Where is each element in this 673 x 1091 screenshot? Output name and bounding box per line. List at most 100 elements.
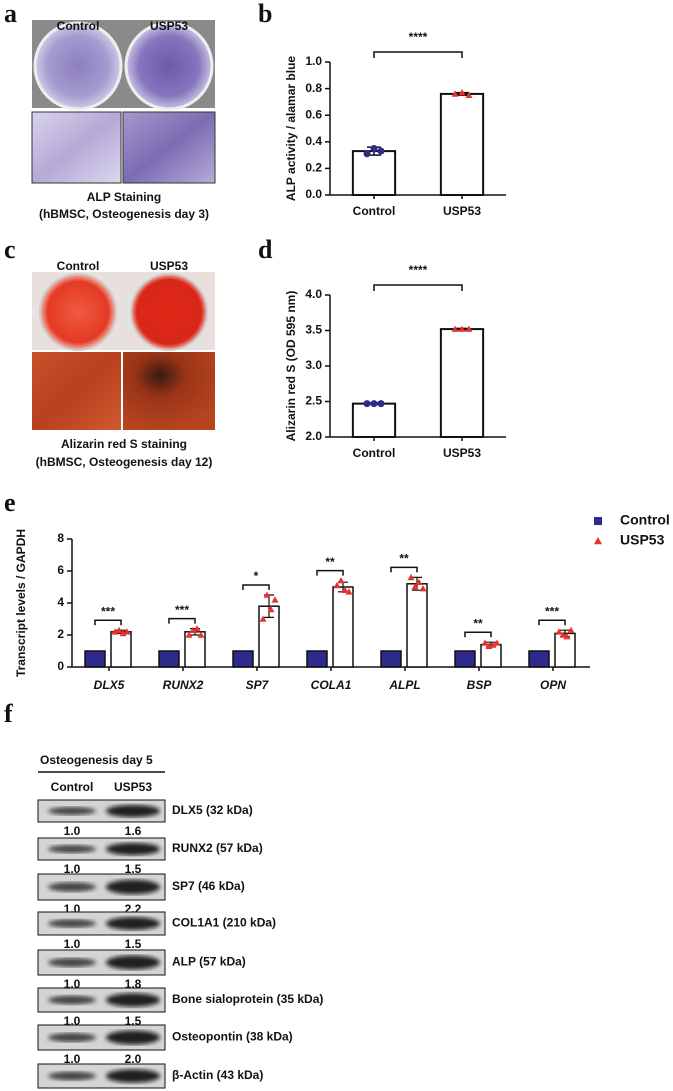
y-tick-label: 0 <box>57 659 64 673</box>
blot-title: Osteogenesis day 5 <box>40 753 153 767</box>
data-point <box>345 588 353 595</box>
data-point <box>370 144 378 152</box>
data-point <box>411 583 419 590</box>
band <box>48 919 96 928</box>
y-tick-label: 0.4 <box>305 134 322 148</box>
column-label: USP53 <box>150 259 188 273</box>
data-point <box>485 642 493 649</box>
ratio-label: 1.5 <box>125 937 142 951</box>
micrograph <box>122 111 216 184</box>
bar <box>380 650 402 668</box>
column-label: Control <box>57 259 100 273</box>
y-tick-label: 4.0 <box>305 287 322 301</box>
y-axis-title: Alizarin red S (OD 595 nm) <box>284 291 298 442</box>
band <box>48 882 96 892</box>
data-point <box>489 641 497 648</box>
panel-letter: f <box>4 699 13 728</box>
blot-label: Osteopontin (38 kDa) <box>172 1030 293 1044</box>
band <box>106 842 160 856</box>
blot-label: ALP (57 kDa) <box>172 955 246 969</box>
blot-label: β-Actin (43 kDa) <box>172 1068 263 1082</box>
data-point <box>451 90 459 97</box>
y-tick-label: 2 <box>57 627 64 641</box>
significance-bracket <box>373 284 463 291</box>
column-label: USP53 <box>150 19 188 33</box>
significance-label: ** <box>325 555 335 569</box>
data-point <box>189 626 197 633</box>
panel-letter: e <box>4 488 16 517</box>
significance-bracket <box>538 619 566 626</box>
caption: Alizarin red S staining <box>61 437 187 451</box>
ratio-label: 1.5 <box>125 862 142 876</box>
data-point <box>458 89 466 96</box>
significance-bracket <box>242 584 270 590</box>
y-tick-label: 2.5 <box>305 394 322 408</box>
well <box>33 21 123 111</box>
significance-label: **** <box>409 30 428 44</box>
band <box>48 958 96 967</box>
blot-label: DLX5 (32 kDa) <box>172 803 253 817</box>
band <box>48 845 96 853</box>
legend-label: USP53 <box>620 532 665 548</box>
bar <box>439 92 485 196</box>
data-point <box>465 325 473 332</box>
data-point <box>115 626 123 633</box>
band <box>106 1069 160 1083</box>
bar <box>351 402 397 439</box>
significance-bracket <box>464 631 492 638</box>
bar <box>528 650 550 668</box>
y-tick-label: 6 <box>57 563 64 577</box>
significance-label: **** <box>409 263 428 277</box>
data-point <box>333 581 341 589</box>
band <box>106 804 160 818</box>
significance-label: *** <box>545 604 559 618</box>
ratio-label: 2.0 <box>125 1052 142 1066</box>
x-tick-label: Control <box>353 204 396 218</box>
caption: (hBMSC, Osteogenesis day 3) <box>39 207 209 221</box>
bar <box>158 650 180 668</box>
y-tick-label: 3.0 <box>305 358 322 372</box>
ratio-label: 1.6 <box>125 824 142 838</box>
y-tick-label: 0.2 <box>305 161 322 175</box>
caption: ALP Staining <box>87 190 161 204</box>
significance-label: * <box>254 569 259 583</box>
well <box>124 21 214 111</box>
data-point <box>341 586 349 593</box>
y-axis-title: ALP activity / alamar blue <box>284 56 298 201</box>
data-point <box>377 147 385 155</box>
blot-label: COL1A1 (210 kDa) <box>172 916 276 930</box>
bar <box>306 650 328 668</box>
significance-bracket <box>390 566 418 573</box>
x-tick-label: USP53 <box>443 204 481 218</box>
x-tick-label: SP7 <box>246 678 270 692</box>
micrograph <box>123 352 215 430</box>
well <box>39 273 117 351</box>
data-point <box>263 591 271 598</box>
micrograph <box>31 111 122 184</box>
band <box>48 1033 96 1042</box>
bar <box>84 650 106 668</box>
data-point <box>555 628 563 635</box>
caption: (hBMSC, Osteogenesis day 12) <box>36 455 213 469</box>
y-tick-label: 3.5 <box>305 323 322 337</box>
blots: DLX5 (32 kDa) 1.0 1.6 RUNX2 (57 kDa) 1.0 1.5 S… <box>37 799 323 1089</box>
y-tick-label: 1.0 <box>305 54 322 68</box>
bar <box>232 650 254 668</box>
significance-bracket <box>94 619 122 626</box>
significance-label: *** <box>175 603 189 617</box>
data-point <box>197 631 205 638</box>
significance-label: ** <box>473 616 483 630</box>
y-axis-title: Transcript levels / GAPDH <box>14 529 28 677</box>
data-point <box>271 596 279 603</box>
data-point <box>119 629 127 637</box>
x-tick-label: RUNX2 <box>163 678 204 692</box>
data-point <box>559 631 567 638</box>
band <box>106 1030 160 1045</box>
data-point <box>458 325 466 332</box>
legend-marker <box>594 517 602 525</box>
significance-bracket <box>316 569 344 576</box>
bar <box>454 650 476 668</box>
data-point <box>123 628 131 635</box>
blot-label: SP7 (46 kDa) <box>172 879 245 893</box>
